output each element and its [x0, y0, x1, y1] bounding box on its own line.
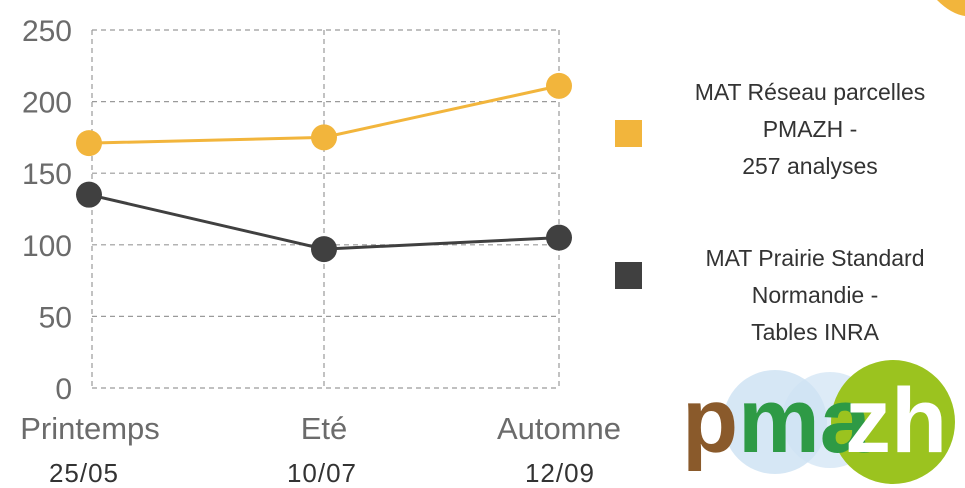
plot-area [76, 72, 572, 263]
legend-label-line: 257 analyses [742, 153, 878, 179]
pmazh-logo: p ma zh [682, 360, 955, 484]
data-point-series-2 [546, 224, 572, 251]
legend-label-line: Tables INRA [751, 319, 879, 345]
y-axis: 0 50 100 150 200 250 [22, 15, 93, 406]
logo-letters-zh: zh [845, 370, 947, 472]
x-tick-label: Eté [301, 411, 348, 446]
logo-letter-p: p [682, 370, 738, 472]
corner-decoration [937, 0, 965, 16]
x-tick-date: 12/09 [525, 458, 595, 488]
y-tick-label: 0 [55, 373, 72, 406]
x-tick-label: Printemps [20, 411, 160, 446]
legend-label-line: Normandie - [751, 282, 879, 308]
legend-label-line: MAT Prairie Standard [705, 245, 925, 271]
data-point-series-1 [311, 124, 337, 151]
line-chart: 0 50 100 150 200 250 Printemps 25/05 Eté 10/07 Au… [20, 15, 620, 488]
y-tick-label: 150 [22, 158, 72, 191]
y-tick-label: 250 [22, 15, 72, 48]
legend-label-line: PMAZH - [762, 116, 858, 142]
data-point-series-2 [76, 181, 102, 208]
y-tick-label: 50 [39, 301, 72, 334]
legend-entry-series-2: MAT Prairie Standard Normandie - Tables … [670, 240, 960, 351]
legend-swatch-series-2 [615, 262, 642, 289]
x-tick-date: 10/07 [287, 458, 357, 488]
legend-swatch-series-1 [615, 120, 642, 147]
data-point-series-2 [311, 236, 337, 263]
y-tick-label: 200 [22, 87, 72, 120]
logo-disc [831, 360, 955, 484]
data-point-series-1 [76, 130, 102, 157]
legend-entry-series-1: MAT Réseau parcelles PMAZH - 257 analyse… [660, 74, 960, 185]
x-tick-date: 25/05 [49, 458, 119, 488]
legend-label-line: MAT Réseau parcelles [694, 79, 926, 105]
y-tick-label: 100 [22, 230, 72, 263]
data-point-series-1 [546, 72, 572, 99]
grid [92, 29, 560, 388]
x-tick-label: Automne [497, 411, 620, 446]
logo-letters-ma: ma [738, 370, 872, 472]
x-axis: Printemps 25/05 Eté 10/07 Automne 12/09 [20, 387, 620, 488]
